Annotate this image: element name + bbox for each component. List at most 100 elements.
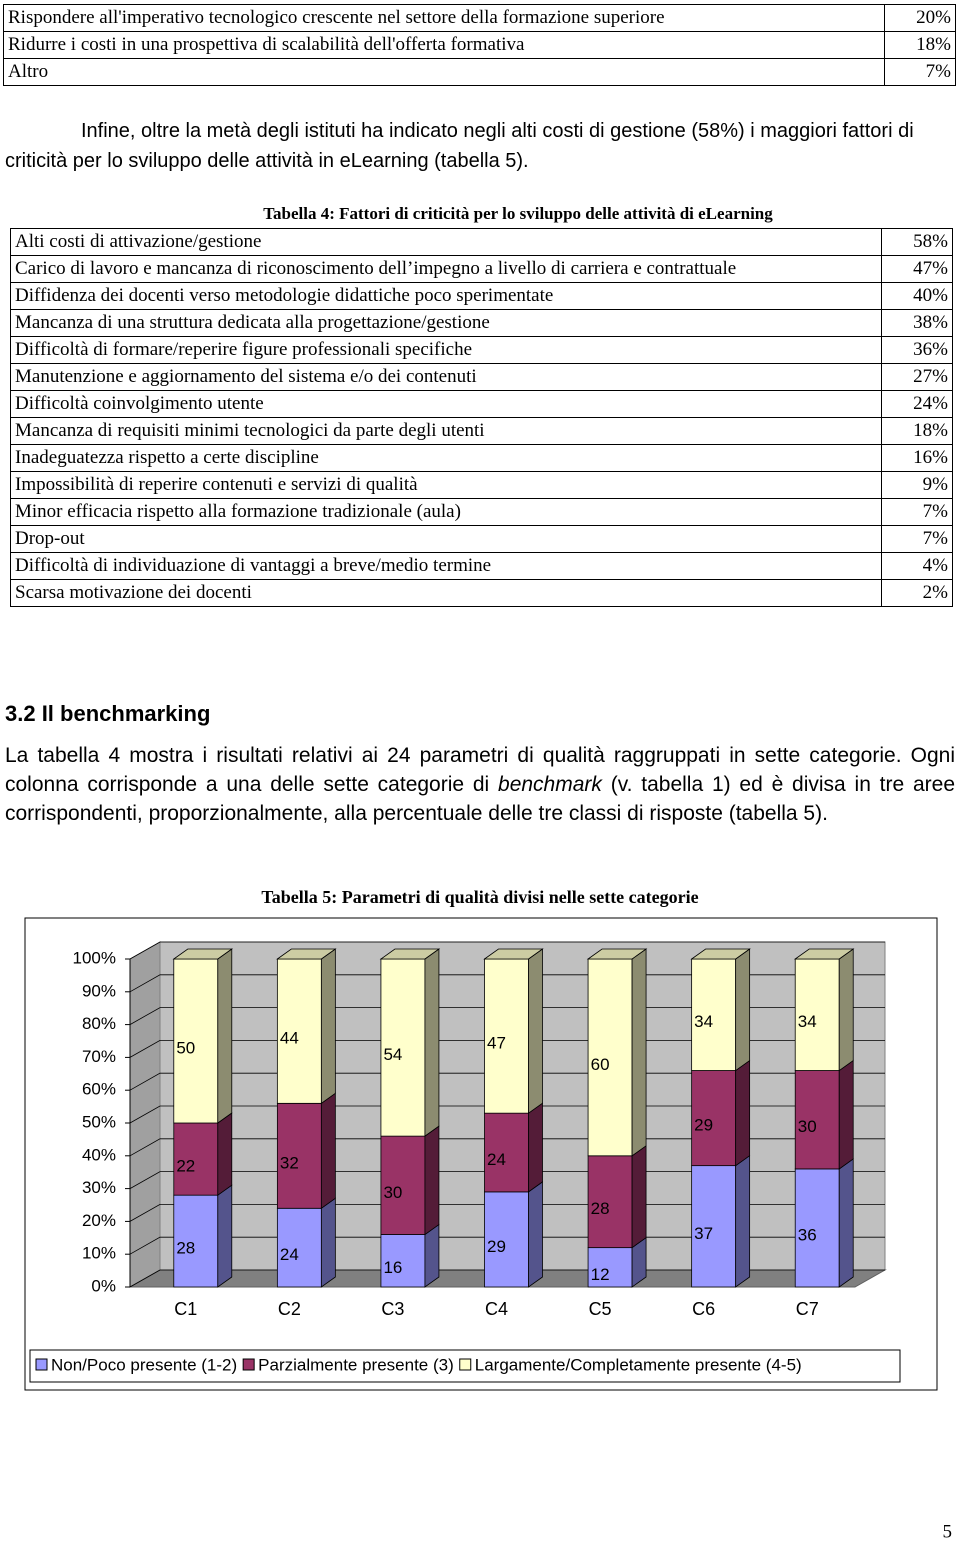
y-tick-label: 30% (82, 1178, 116, 1197)
bar-side (631, 1145, 647, 1249)
bar-top (690, 948, 751, 960)
bar-side (217, 1112, 233, 1196)
y-tick-label: 70% (82, 1047, 116, 1066)
bar-side (735, 948, 751, 1072)
table-row: Alti costi di attivazione/gestione 58% (10, 228, 953, 256)
table-row: Scarsa motivazione dei docenti 2% (10, 579, 953, 607)
table-cell: Rispondere all'imperativo tecnologico cr… (3, 4, 885, 32)
bar-segment (587, 958, 633, 1157)
table-cell: 40% (881, 282, 953, 310)
table-row: Carico di lavoro e mancanza di riconosci… (10, 255, 953, 283)
table-cell: Drop-out (10, 525, 882, 553)
value-label: 29 (487, 1237, 506, 1256)
bar-top (379, 948, 441, 960)
value-label: 24 (487, 1150, 506, 1169)
table-cell: Carico di lavoro e mancanza di riconosci… (10, 255, 882, 283)
value-label: 36 (798, 1225, 817, 1244)
table-cell: 18% (884, 31, 956, 59)
y-tick-label: 0% (91, 1276, 116, 1295)
bar-segment (173, 1122, 219, 1196)
x-tick-label: C2 (278, 1299, 301, 1319)
table-cell: Difficoltà coinvolgimento utente (10, 390, 882, 418)
table-row: Manutenzione e aggiornamento del sistema… (10, 363, 953, 391)
table-row: Impossibilità di reperire contenuti e se… (10, 471, 953, 499)
legend-swatch (35, 1358, 48, 1371)
y-tick-label: 60% (82, 1080, 116, 1099)
page-number: 5 (943, 1521, 953, 1542)
table-cell: Difficoltà di formare/reperire figure pr… (10, 336, 882, 364)
bar-side (528, 1181, 543, 1288)
value-label: 34 (798, 1012, 817, 1031)
value-label: 32 (280, 1153, 299, 1172)
value-label: 28 (591, 1199, 610, 1218)
table-cell: Minor efficacia rispetto alla formazione… (10, 498, 882, 526)
bar-segment (587, 1247, 633, 1288)
bar-segment (691, 1165, 737, 1288)
bar-side (631, 948, 647, 1157)
bar-top (793, 948, 855, 960)
bar-side (424, 948, 440, 1137)
bar-side (838, 1158, 854, 1288)
legend-label: Largamente/Completamente presente (4-5) (475, 1355, 802, 1374)
table-cell: Mancanza di una struttura dedicata alla … (10, 309, 882, 337)
section-heading: 3.2 Il benchmarking (5, 701, 211, 726)
y-tick-label: 40% (82, 1145, 116, 1164)
grid-line (129, 941, 885, 960)
bar-segment (380, 1234, 426, 1288)
table-caption: Tabella 4: Fattori di criticità per lo s… (263, 204, 773, 223)
table-row: Mancanza di requisiti minimi tecnologici… (10, 417, 953, 445)
table-cell: 27% (881, 363, 953, 391)
value-label: 60 (591, 1055, 610, 1074)
table-cell: Altro (3, 58, 885, 86)
bar-side (528, 948, 543, 1114)
value-label: 30 (383, 1183, 402, 1202)
table-cell: Impossibilità di reperire contenuti e se… (10, 471, 882, 499)
table-4: Alti costi di attivazione/gestione 58% Car… (10, 228, 953, 607)
bar-side (320, 1197, 336, 1288)
table-cell: 9% (881, 471, 953, 499)
table-row: Mancanza di una struttura dedicata alla … (10, 309, 953, 337)
table-cell: 16% (881, 444, 953, 472)
table-cell: Diffidenza dei docenti verso metodologie… (10, 282, 882, 310)
paragraph: La tabella 4 mostra i risultati relativi… (5, 741, 955, 828)
table-cell: 2% (881, 579, 953, 607)
value-label: 37 (694, 1224, 713, 1243)
bar-side (424, 1223, 440, 1288)
text: La tabella 4 mostra i risultati relativi… (5, 744, 955, 796)
value-label: 24 (280, 1245, 299, 1264)
y-tick-label: 20% (82, 1211, 116, 1230)
bar-segment (276, 1207, 322, 1288)
table-cell: 7% (881, 498, 953, 526)
value-label: 29 (694, 1116, 713, 1135)
table-cell: Alti costi di attivazione/gestione (10, 228, 882, 256)
table-cell: 7% (884, 58, 956, 86)
bar-side (838, 948, 854, 1072)
bar-side (217, 948, 233, 1124)
value-label: 47 (487, 1034, 506, 1053)
bar-segment (691, 1070, 737, 1167)
x-tick-label: C4 (485, 1299, 508, 1319)
x-tick-label: C5 (589, 1299, 612, 1319)
legend-label: Parzialmente presente (3) (258, 1355, 454, 1374)
y-tick-label: 100% (73, 948, 116, 967)
y-tick-label: 50% (82, 1112, 116, 1131)
value-label: 34 (694, 1012, 713, 1031)
value-label: 28 (176, 1239, 195, 1258)
value-label: 16 (383, 1258, 402, 1277)
bar-segment (691, 958, 737, 1071)
bar-side (735, 1154, 751, 1288)
x-tick-label: C3 (381, 1299, 404, 1319)
value-label: 30 (798, 1117, 817, 1136)
bar-side (320, 948, 336, 1105)
bar-top (483, 948, 544, 960)
y-tick-label: 10% (82, 1244, 116, 1263)
table-cell: 4% (881, 552, 953, 580)
value-label: 12 (591, 1265, 610, 1284)
x-tick-label: C6 (692, 1299, 715, 1319)
table-cell: 36% (881, 336, 953, 364)
bar-segment (794, 1168, 840, 1288)
paragraph: Infine, oltre la metà degli istituti ha … (5, 120, 914, 172)
bar-side (320, 1092, 336, 1210)
bar-side (528, 1102, 543, 1193)
text: benchmark (498, 773, 602, 796)
